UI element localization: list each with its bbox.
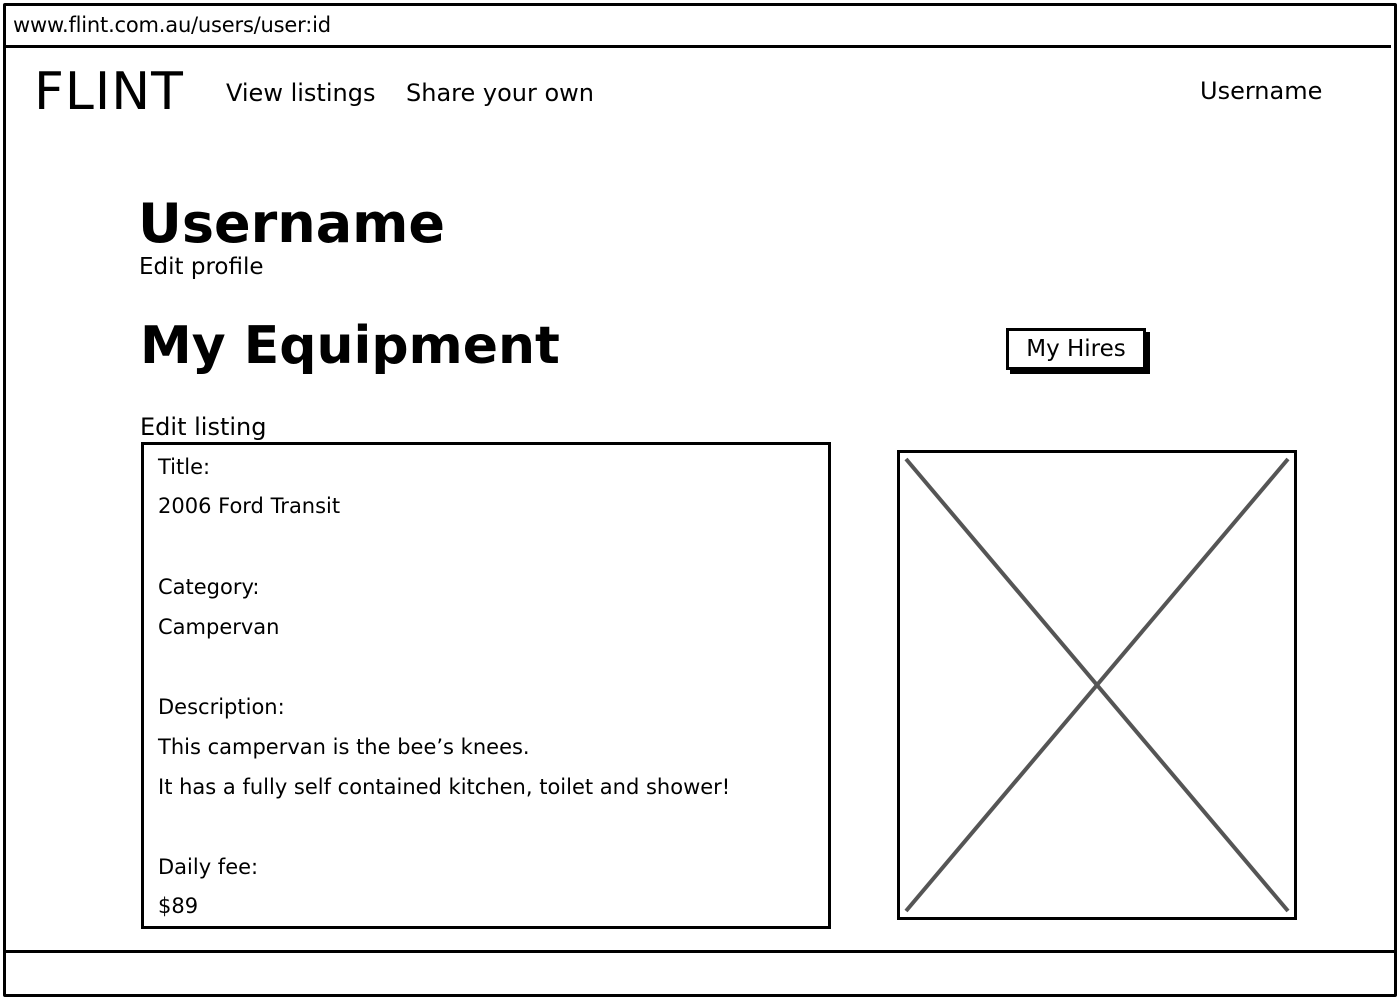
profile-name-heading: Username: [138, 192, 446, 255]
my-equipment-heading: My Equipment: [140, 316, 560, 376]
site-logo[interactable]: FLINT: [34, 62, 184, 122]
description-line-1: This campervan is the bee’s knees.: [158, 735, 530, 759]
image-placeholder-icon: [897, 450, 1297, 920]
browser-window: [3, 3, 1397, 997]
my-hires-button[interactable]: My Hires: [1006, 328, 1146, 370]
title-value: 2006 Ford Transit: [158, 494, 341, 518]
category-value: Campervan: [158, 615, 280, 639]
category-label: Category:: [158, 575, 260, 599]
url-text[interactable]: www.flint.com.au/users/user:id: [13, 13, 331, 37]
listing-card: Title: 2006 Ford Transit Category: Campe…: [141, 442, 831, 929]
daily-fee-value: $89: [158, 894, 199, 918]
placeholder-cross: [904, 457, 1290, 913]
nav-view-listings[interactable]: View listings: [226, 79, 376, 107]
daily-fee-label: Daily fee:: [158, 855, 259, 879]
title-label: Title:: [158, 455, 211, 479]
nav-username[interactable]: Username: [1200, 77, 1323, 105]
edit-listing-link[interactable]: Edit listing: [140, 413, 267, 441]
nav-share-your-own[interactable]: Share your own: [406, 79, 595, 107]
description-label: Description:: [158, 695, 285, 719]
edit-profile-link[interactable]: Edit profile: [139, 254, 264, 280]
address-bar[interactable]: www.flint.com.au/users/user:id: [3, 3, 1391, 48]
description-line-2: It has a fully self contained kitchen, t…: [158, 775, 731, 799]
footer-bar: [3, 950, 1397, 953]
